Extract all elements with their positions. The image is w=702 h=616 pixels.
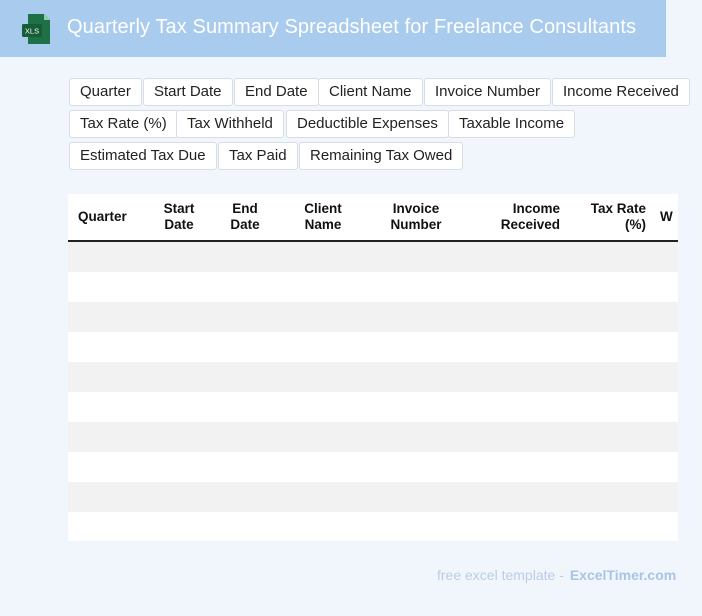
col-header-client-name[interactable]: Client Name — [280, 194, 366, 242]
footer-brand-link[interactable]: ExcelTimer.com — [569, 567, 677, 583]
table-row[interactable] — [68, 392, 678, 422]
chip-tax-rate[interactable]: Tax Rate (%) — [69, 110, 178, 138]
title-banner: XLS Quarterly Tax Summary Spreadsheet fo… — [0, 0, 666, 57]
table-row[interactable] — [68, 302, 678, 332]
chip-end-date[interactable]: End Date — [234, 78, 319, 106]
col-header-quarter[interactable]: Quarter — [68, 194, 148, 242]
chip-deductible-expenses[interactable]: Deductible Expenses — [286, 110, 449, 138]
chip-remaining-tax-owed[interactable]: Remaining Tax Owed — [299, 142, 464, 170]
chip-tax-withheld[interactable]: Tax Withheld — [176, 110, 284, 138]
col-header-start-date[interactable]: Start Date — [148, 194, 210, 242]
table-row[interactable] — [68, 332, 678, 362]
col-header-end-date[interactable]: End Date — [210, 194, 280, 242]
col-header-tax-rate[interactable]: Tax Rate (%) — [566, 194, 652, 242]
tax-summary-table: Quarter Start Date End Date Client Name … — [68, 194, 678, 541]
footer-credit: free excel template - ExcelTimer.com — [437, 567, 676, 583]
table-row[interactable] — [68, 422, 678, 452]
table-row[interactable] — [68, 482, 678, 512]
table-row[interactable] — [68, 241, 678, 272]
col-header-tax-withheld[interactable]: W — [652, 194, 678, 242]
chip-tax-paid[interactable]: Tax Paid — [218, 142, 298, 170]
chip-invoice-number[interactable]: Invoice Number — [424, 78, 552, 106]
chip-start-date[interactable]: Start Date — [143, 78, 233, 106]
table-header-row: Quarter Start Date End Date Client Name … — [68, 194, 678, 242]
table-row[interactable] — [68, 512, 678, 541]
xls-file-icon: XLS — [22, 14, 50, 44]
col-header-invoice-number[interactable]: Invoice Number — [366, 194, 466, 242]
xls-icon-label: XLS — [25, 27, 39, 36]
chip-client-name[interactable]: Client Name — [318, 78, 423, 106]
chip-estimated-tax-due[interactable]: Estimated Tax Due — [69, 142, 217, 170]
footer-prefix: free excel template - — [437, 567, 564, 583]
chip-taxable-income[interactable]: Taxable Income — [448, 110, 576, 138]
col-header-income-received[interactable]: Income Received — [466, 194, 566, 242]
table-row[interactable] — [68, 272, 678, 302]
table-row[interactable] — [68, 362, 678, 392]
page-title: Quarterly Tax Summary Spreadsheet for Fr… — [67, 16, 637, 38]
table-row[interactable] — [68, 452, 678, 482]
chip-income-received[interactable]: Income Received — [552, 78, 690, 106]
chip-quarter[interactable]: Quarter — [69, 78, 142, 106]
